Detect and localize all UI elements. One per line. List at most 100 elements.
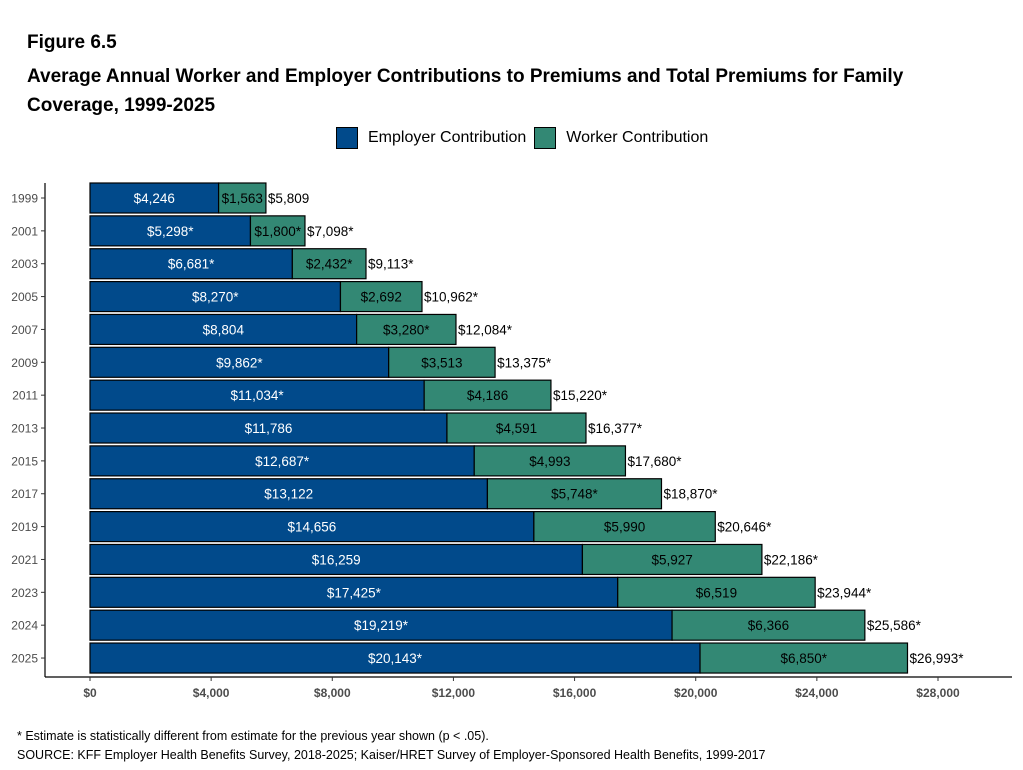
employer-bar (89, 412, 448, 444)
worker-bar (217, 182, 267, 214)
employer-value-label: $8,804 (203, 322, 245, 337)
y-tick-label: 2015 (11, 454, 38, 468)
worker-value-label: $6,519 (696, 585, 737, 600)
worker-value-label: $1,800* (254, 224, 301, 239)
x-tick-label: $20,000 (674, 686, 718, 700)
x-tick-label: $24,000 (795, 686, 839, 700)
worker-value-label: $6,366 (748, 618, 789, 633)
y-tick-label: 2005 (11, 290, 38, 304)
employer-value-label: $20,143* (368, 651, 423, 666)
y-tick-label: 2003 (11, 257, 38, 271)
worker-bar (446, 412, 587, 444)
total-value-label: $23,944* (817, 585, 872, 600)
worker-bar (356, 313, 457, 346)
employer-bar (89, 478, 489, 510)
total-value-label: $12,084* (458, 322, 513, 337)
employer-value-label: $14,656 (288, 520, 337, 535)
worker-value-label: $4,993 (529, 454, 570, 469)
worker-bar (617, 576, 816, 608)
x-tick-label: $16,000 (553, 686, 597, 700)
worker-value-label: $3,513 (421, 355, 462, 370)
y-tick-label: 2019 (11, 520, 38, 534)
employer-value-label: $17,425* (327, 585, 382, 600)
total-value-label: $16,377* (588, 421, 643, 436)
worker-value-label: $4,591 (496, 421, 537, 436)
y-tick-label: 2024 (11, 619, 38, 633)
y-tick-label: 2023 (11, 586, 38, 600)
worker-value-label: $6,850* (781, 651, 828, 666)
worker-value-label: $1,563 (222, 191, 263, 206)
employer-bar (89, 280, 342, 313)
total-value-label: $10,962* (424, 290, 479, 305)
worker-bar (291, 248, 367, 280)
legend-label-employer: Employer Contribution (368, 129, 527, 146)
y-tick-label: 2011 (12, 389, 38, 403)
x-tick-label: $12,000 (432, 686, 476, 700)
x-tick-label: $28,000 (916, 686, 960, 700)
worker-value-label: $4,186 (467, 388, 508, 403)
employer-bar (89, 543, 584, 576)
figure-label: Figure 6.5 (27, 32, 117, 53)
legend-label-worker: Worker Contribution (566, 129, 709, 146)
worker-bar (423, 379, 552, 411)
footnote: * Estimate is statistically different fr… (17, 729, 489, 743)
legend-item-worker: Worker Contribution (534, 127, 708, 149)
total-value-label: $20,646* (717, 520, 772, 535)
source-note: SOURCE: KFF Employer Health Benefits Sur… (17, 748, 766, 762)
worker-bar (671, 609, 866, 641)
y-tick-label: 2009 (11, 356, 38, 370)
y-tick-label: 1999 (11, 192, 38, 206)
total-value-label: $5,809 (268, 191, 309, 206)
worker-bar (533, 511, 716, 543)
legend-swatch-employer (336, 127, 358, 149)
employer-bar (89, 313, 358, 346)
y-tick-label: 2025 (11, 652, 38, 666)
employer-bar (89, 642, 701, 674)
total-value-label: $26,993* (910, 651, 965, 666)
total-value-label: $13,375* (497, 355, 552, 370)
employer-bar (89, 609, 673, 641)
total-value-label: $18,870* (663, 487, 718, 502)
total-value-label: $17,680* (627, 454, 682, 469)
employer-bar (89, 511, 535, 543)
employer-bar (89, 182, 220, 214)
total-value-label: $15,220* (553, 388, 608, 403)
worker-value-label: $5,990 (604, 520, 645, 535)
employer-bar (89, 576, 619, 608)
worker-value-label: $2,432* (306, 257, 353, 272)
employer-value-label: $13,122 (264, 487, 313, 502)
worker-value-label: $2,692 (361, 290, 402, 305)
employer-value-label: $19,219* (354, 618, 409, 633)
legend: Employer Contribution Worker Contributio… (336, 127, 716, 149)
y-tick-label: 2017 (11, 487, 38, 501)
employer-value-label: $11,786 (245, 421, 293, 436)
worker-value-label: $5,927 (652, 552, 693, 567)
employer-bar (89, 346, 390, 378)
x-tick-label: $4,000 (193, 686, 230, 700)
legend-swatch-worker (534, 127, 557, 149)
x-tick-label: $8,000 (314, 686, 351, 700)
employer-value-label: $9,862* (216, 355, 263, 370)
employer-bar (89, 379, 425, 411)
chart-title: Average Annual Worker and Employer Contr… (27, 66, 904, 116)
y-tick-label: 2001 (11, 224, 38, 238)
y-tick-label: 2021 (11, 553, 38, 567)
worker-bar (339, 280, 423, 313)
worker-bar (699, 642, 909, 674)
y-tick-label: 2007 (11, 323, 38, 337)
worker-bar (486, 478, 663, 510)
worker-value-label: $3,280* (383, 322, 430, 337)
employer-value-label: $12,687* (255, 454, 310, 469)
total-value-label: $25,586* (867, 618, 922, 633)
employer-value-label: $4,246 (134, 191, 175, 206)
worker-bar (473, 445, 627, 477)
x-tick-label: $0 (83, 686, 97, 700)
employer-bar (89, 248, 293, 280)
worker-value-label: $5,748* (551, 487, 598, 502)
employer-value-label: $8,270* (192, 290, 239, 305)
employer-value-label: $11,034* (231, 388, 285, 403)
worker-bar (249, 215, 306, 247)
worker-bar (581, 543, 763, 576)
y-tick-label: 2013 (11, 422, 38, 436)
